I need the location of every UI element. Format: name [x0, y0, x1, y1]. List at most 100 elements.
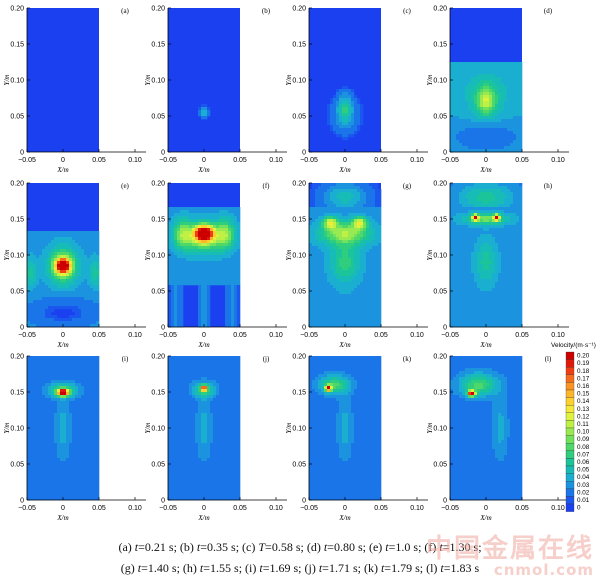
- field-cell: [183, 243, 187, 247]
- field-cell: [456, 321, 460, 325]
- field-cell: [309, 198, 313, 202]
- field-cell: [33, 356, 37, 360]
- field-cell: [372, 195, 376, 199]
- field-cell: [498, 213, 502, 217]
- field-cell: [342, 119, 346, 123]
- field-cell: [27, 255, 31, 259]
- field-cell: [216, 231, 220, 235]
- field-cell: [78, 264, 82, 268]
- field-cell: [456, 252, 460, 256]
- field-cell: [33, 315, 37, 319]
- field-cell: [465, 92, 469, 96]
- field-cell: [345, 306, 349, 310]
- field-cell: [501, 110, 505, 114]
- field-cell: [42, 276, 46, 280]
- field-cell: [57, 240, 61, 244]
- field-cell: [225, 207, 229, 211]
- field-cell: [501, 183, 505, 187]
- field-cell: [315, 183, 319, 187]
- field-cell: [372, 249, 376, 253]
- field-cell: [492, 264, 496, 268]
- field-cell: [48, 255, 52, 259]
- field-cell: [495, 95, 499, 99]
- field-cell: [315, 237, 319, 241]
- field-cell: [375, 279, 379, 283]
- field-cell: [465, 101, 469, 105]
- field-cell: [489, 306, 493, 310]
- field-cell: [513, 255, 517, 259]
- field-cell: [453, 77, 457, 81]
- field-cell: [321, 300, 325, 304]
- field-cell: [516, 291, 520, 295]
- field-cell: [57, 234, 61, 238]
- field-cell: [54, 231, 58, 235]
- field-cell: [345, 285, 349, 289]
- field-cell: [471, 276, 475, 280]
- field-cell: [57, 324, 61, 328]
- field-cell: [513, 300, 517, 304]
- field-cell: [468, 77, 472, 81]
- field-cell: [72, 273, 76, 277]
- field-cell: [72, 279, 76, 283]
- field-cell: [72, 258, 76, 262]
- field-cell: [516, 86, 520, 90]
- field-cell: [507, 261, 511, 265]
- field-cell: [462, 86, 466, 90]
- field-cell: [465, 125, 469, 129]
- field-cell: [351, 186, 355, 190]
- field-cell: [489, 62, 493, 66]
- field-cell: [486, 303, 490, 307]
- field-cell: [501, 92, 505, 96]
- field-cell: [312, 216, 316, 220]
- y-tick-label: 0: [302, 325, 306, 332]
- field-cell: [456, 143, 460, 147]
- field-cell: [72, 294, 76, 298]
- field-cell: [513, 95, 517, 99]
- field-cell: [360, 279, 364, 283]
- field-cell: [495, 258, 499, 262]
- field-cell: [42, 246, 46, 250]
- field-cell: [237, 300, 241, 304]
- field-cell: [465, 264, 469, 268]
- field-cell: [369, 309, 373, 313]
- field-cell: [228, 318, 232, 322]
- field-cell: [486, 246, 490, 250]
- field-cell: [315, 213, 319, 217]
- field-cell: [216, 210, 220, 214]
- field-cell: [462, 303, 466, 307]
- field-cell: [219, 231, 223, 235]
- field-cell: [321, 294, 325, 298]
- field-cell: [321, 252, 325, 256]
- field-cell: [90, 294, 94, 298]
- field-cell: [78, 252, 82, 256]
- field-cell: [192, 222, 196, 226]
- field-cell: [336, 113, 340, 117]
- field-cell: [342, 219, 346, 223]
- field-cell: [213, 270, 217, 274]
- field-cell: [318, 234, 322, 238]
- field-cell: [462, 210, 466, 214]
- field-cell: [504, 309, 508, 313]
- field-cell: [207, 110, 211, 114]
- field-cell: [507, 318, 511, 322]
- field-cell: [513, 128, 517, 132]
- field-cell: [462, 315, 466, 319]
- field-cell: [483, 309, 487, 313]
- field-cell: [96, 267, 100, 271]
- field-cell: [354, 264, 358, 268]
- field-cell: [219, 264, 223, 268]
- field-cell: [168, 216, 172, 220]
- field-cell: [450, 231, 454, 235]
- field-cell: [450, 86, 454, 90]
- field-cell: [237, 234, 241, 238]
- field-cell: [366, 204, 370, 208]
- field-cell: [369, 255, 373, 259]
- field-cell: [333, 300, 337, 304]
- field-cell: [75, 249, 79, 253]
- field-cell: [180, 300, 184, 304]
- field-cell: [489, 228, 493, 232]
- field-cell: [480, 149, 484, 153]
- field-cell: [33, 231, 37, 235]
- field-cell: [519, 134, 523, 138]
- field-cell: [453, 68, 457, 72]
